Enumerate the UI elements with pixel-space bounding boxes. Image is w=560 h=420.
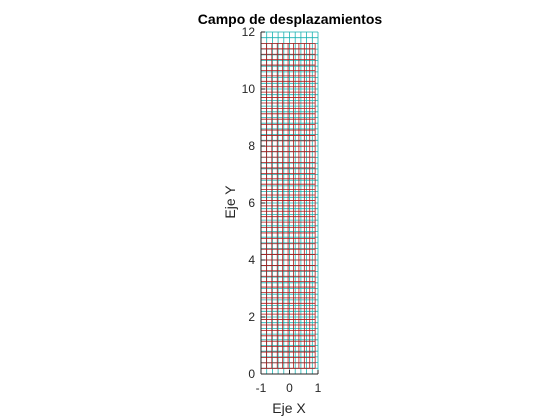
y-tick-label: 2 [248, 310, 255, 324]
y-tick-label: 4 [248, 253, 255, 267]
y-tick-label: 12 [242, 25, 256, 39]
y-tick-label: 6 [248, 196, 255, 210]
x-tick-label: 1 [315, 381, 322, 395]
y-tick-label: 8 [248, 139, 255, 153]
x-tick-label: -1 [256, 381, 267, 395]
mesh-series-2 [260, 43, 316, 369]
x-axis-label: Eje X [272, 400, 306, 416]
y-tick-label: 10 [242, 82, 256, 96]
mesh-plot [260, 31, 319, 375]
chart-title: Campo de desplazamientos [198, 11, 383, 27]
y-axis-label: Eje Y [222, 185, 238, 219]
x-tick-label: 0 [286, 381, 293, 395]
y-tick-label: 0 [248, 367, 255, 381]
